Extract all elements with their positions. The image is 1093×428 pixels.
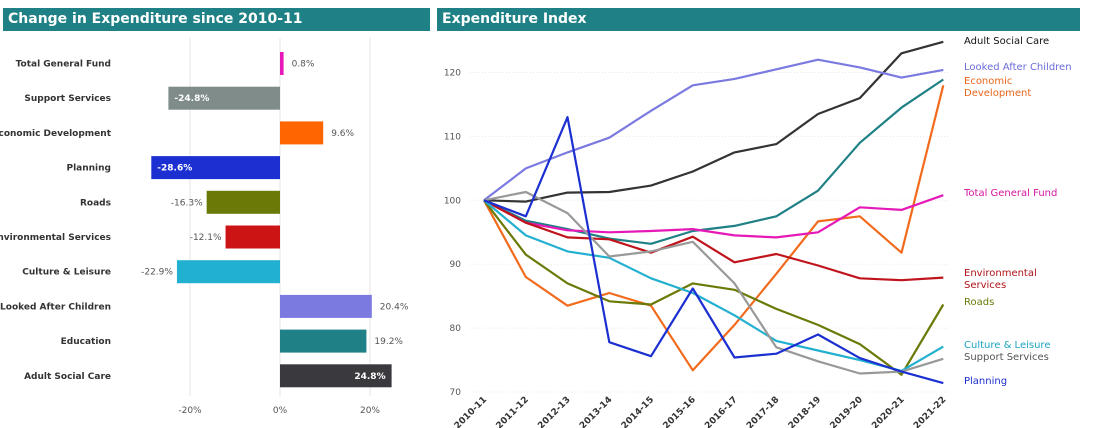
bar-category-label: Roads: [80, 198, 111, 208]
bar-category-label: Support Services: [24, 94, 111, 104]
bar-value-label: -22.9%: [141, 268, 173, 278]
series-line-education: [483, 78, 944, 245]
bar-adult-social-care: [280, 364, 392, 388]
series-line-support-services: [483, 190, 944, 375]
bar-value-label: -24.8%: [174, 94, 209, 104]
bar-environmental-services: [225, 225, 280, 249]
line-y-tick-label: 110: [444, 132, 461, 142]
series-label-culture-and-leisure: Culture & Leisure: [964, 340, 1050, 351]
line-x-tick-label: 2020-21: [870, 395, 906, 428]
expenditure-change-bar-chart: -20% 0% 20% Total General Fund 0.8% Support S…: [0, 38, 409, 416]
line-x-tick-label: 2013-14: [578, 395, 614, 428]
bar-value-label: -16.3%: [171, 198, 203, 208]
line-x-tick-label: 2015-16: [662, 395, 698, 428]
bar-culture-and-leisure: [176, 260, 280, 284]
line-x-tick-label: 2014-15: [620, 395, 656, 428]
bar-education: [280, 329, 367, 353]
bar-roads: [206, 190, 280, 214]
bar-value-label: -12.1%: [190, 233, 222, 243]
line-y-tick-label: 100: [444, 196, 461, 206]
bar-value-label: 19.2%: [374, 337, 403, 347]
series-line-economic-development: [483, 85, 945, 372]
line-x-tick-label: 2018-19: [787, 395, 823, 428]
line-x-tick-label: 2021-22: [912, 395, 948, 428]
bar-x-tick-label: -20%: [178, 406, 202, 416]
series-line-total-general-fund: [483, 194, 944, 239]
bar-planning: [151, 156, 280, 180]
bar-value-label: 9.6%: [331, 129, 354, 139]
series-label-support-services: Support Services: [964, 352, 1049, 363]
bar-category-label: Culture & Leisure: [22, 268, 111, 278]
bar-support-services: [168, 86, 280, 110]
series-label-environmental-services: Environmental Services: [964, 268, 1037, 291]
series-line-culture-and-leisure: [483, 199, 944, 372]
bar-value-label: -28.6%: [157, 164, 192, 174]
line-x-tick-label: 2010-11: [453, 395, 489, 428]
series-line-roads: [483, 199, 945, 376]
series-line-adult-social-care: [483, 40, 944, 203]
bar-value-label: 0.8%: [292, 60, 315, 70]
bar-economic-development: [280, 121, 324, 145]
series-line-environmental-services: [483, 199, 944, 282]
line-x-tick-label: 2011-12: [495, 395, 531, 428]
bar-category-label: Environmental Services: [0, 233, 111, 243]
right-panel-title: Expenditure Index: [437, 8, 1080, 31]
bar-x-tick-label: 0%: [273, 406, 288, 416]
bar-category-label: Looked After Children: [0, 302, 111, 312]
bar-looked-after-children: [280, 294, 372, 318]
series-line-looked-after-children: [483, 58, 944, 202]
left-panel-title: Change in Expenditure since 2010-11: [3, 8, 430, 31]
bar-category-label: Economic Development: [0, 129, 112, 139]
line-x-tick-label: 2019-20: [829, 395, 865, 428]
series-label-total-general-fund: Total General Fund: [963, 188, 1057, 199]
line-y-tick-label: 120: [444, 69, 461, 79]
bar-x-tick-label: 20%: [360, 406, 380, 416]
bar-category-label: Education: [61, 337, 111, 347]
line-x-tick-label: 2012-13: [536, 395, 572, 428]
line-x-tick-label: 2016-17: [703, 395, 739, 428]
bar-category-label: Total General Fund: [16, 60, 111, 70]
bar-category-label: Planning: [66, 164, 111, 174]
line-y-tick-label: 70: [450, 388, 462, 398]
series-label-roads: Roads: [964, 297, 994, 308]
series-label-planning: Planning: [964, 376, 1007, 387]
series-label-looked-after-children: Looked After Children: [964, 62, 1072, 73]
bar-category-label: Adult Social Care: [24, 372, 111, 382]
bar-value-label: 24.8%: [354, 372, 385, 382]
line-y-tick-label: 80: [450, 324, 462, 334]
series-line-planning: [483, 116, 944, 385]
line-x-tick-label: 2017-18: [745, 395, 781, 428]
series-label-economic-development: Economic Development: [964, 76, 1031, 99]
bar-value-label: 20.4%: [380, 302, 409, 312]
line-y-tick-label: 90: [450, 260, 462, 270]
series-label-adult-social-care: Adult Social Care: [964, 36, 1049, 47]
bar-total-general-fund: [280, 52, 284, 75]
